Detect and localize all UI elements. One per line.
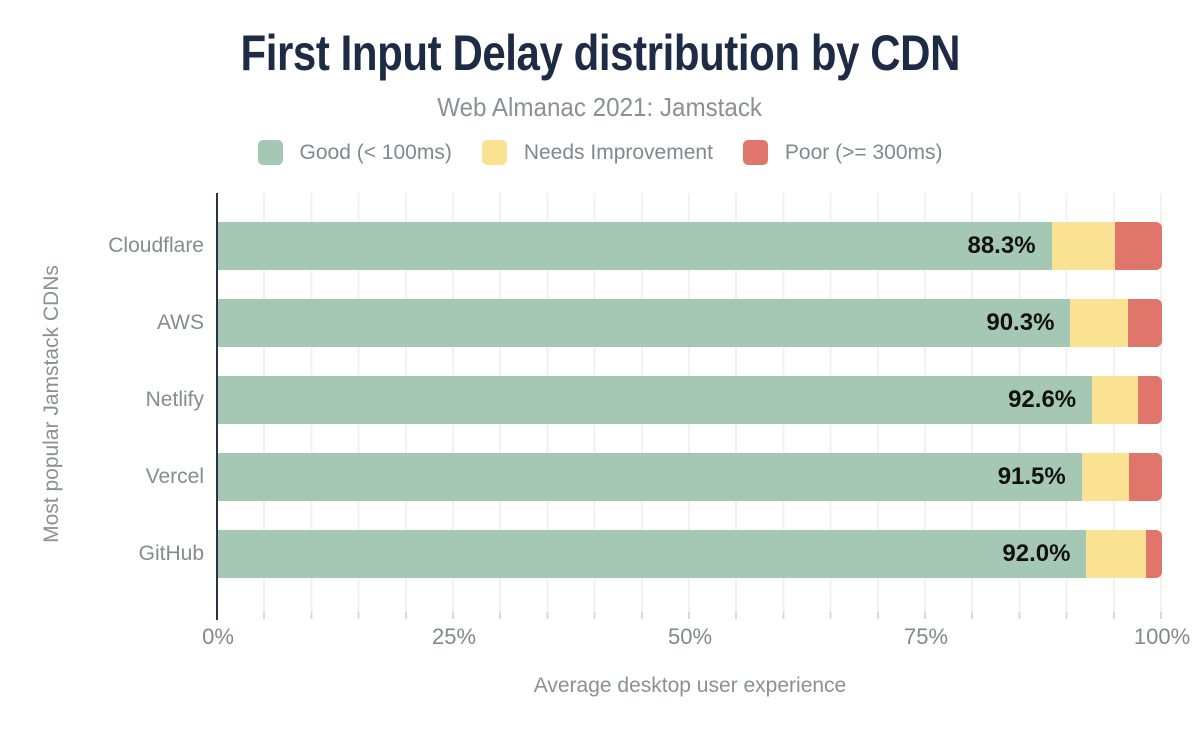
chart-subtitle: Web Almanac 2021: Jamstack [0, 92, 1200, 123]
x-tick-label: 75% [903, 624, 949, 649]
y-axis-title: Most popular Jamstack CDNs [40, 265, 63, 543]
bar-segment-needs-improvement[interactable] [1051, 221, 1115, 270]
legend-item: Poor (>= 300ms) [742, 140, 943, 165]
bar-value-label: 90.3% [986, 308, 1055, 336]
bar-value-label: 92.6% [1008, 385, 1077, 413]
bar-row: AWS 90.3% [157, 284, 1162, 361]
category-label: Netlify [145, 387, 204, 411]
bar-value-label: 92.0% [1002, 539, 1071, 567]
legend-item: Good (< 100ms) [257, 140, 452, 165]
bar-segment-good[interactable]: 90.3% [218, 298, 1071, 347]
x-tick-label: 100% [1133, 624, 1191, 649]
category-label: AWS [156, 310, 204, 334]
bar-row: GitHub 92.0% [139, 515, 1162, 592]
bar-segment-poor[interactable] [1114, 221, 1162, 270]
bar-segment-poor[interactable] [1128, 298, 1162, 347]
plot-area: Cloudflare 88.3% AWS 90.3% Netlify 92.6% [108, 193, 1190, 697]
bar-row: Vercel 91.5% [146, 438, 1162, 515]
bar-row: Cloudflare 88.3% [108, 207, 1162, 284]
legend-swatch-icon [742, 140, 768, 165]
bar-segment-needs-improvement[interactable] [1092, 375, 1139, 424]
category-label: Vercel [145, 464, 204, 488]
bar-segment-good[interactable]: 91.5% [218, 452, 1082, 501]
legend-item-label: Needs Improvement [523, 140, 713, 164]
legend-item: Needs Improvement [481, 140, 713, 165]
chart-title: First Input Delay distribution by CDN [0, 26, 1200, 81]
stacked-bar[interactable]: 88.3% [218, 221, 1162, 270]
x-tick-label: 25% [431, 624, 477, 649]
x-tick-label: 50% [667, 624, 713, 649]
legend-swatch-icon [481, 140, 507, 165]
bar-segment-poor[interactable] [1128, 452, 1162, 501]
x-axis-title: Average desktop user experience [533, 674, 847, 697]
bar-segment-needs-improvement[interactable] [1070, 298, 1128, 347]
legend-item-label: Poor (>= 300ms) [784, 140, 943, 164]
category-label: GitHub [138, 541, 204, 565]
x-tick-label: 0% [202, 624, 234, 649]
bar-segment-needs-improvement[interactable] [1081, 452, 1129, 501]
stacked-bar[interactable]: 92.6% [218, 375, 1162, 424]
stacked-bar[interactable]: 92.0% [218, 529, 1162, 578]
legend: Good (< 100ms) Needs Improvement Poor (>… [0, 140, 1200, 165]
stacked-bar[interactable]: 90.3% [218, 298, 1162, 347]
bar-value-label: 91.5% [997, 462, 1066, 490]
legend-item-label: Good (< 100ms) [299, 140, 452, 164]
bar-segment-needs-improvement[interactable] [1086, 529, 1146, 578]
bar-segment-good[interactable]: 92.6% [218, 375, 1093, 424]
legend-swatch-icon [257, 140, 283, 165]
chart-subtitle-text: Web Almanac 2021: Jamstack [437, 92, 763, 122]
bar-segment-good[interactable]: 92.0% [218, 529, 1087, 578]
category-label: Cloudflare [108, 233, 204, 257]
stacked-bar[interactable]: 91.5% [218, 452, 1162, 501]
bar-value-label: 88.3% [967, 231, 1036, 259]
bar-segment-poor[interactable] [1138, 375, 1162, 424]
bar-segment-poor[interactable] [1145, 529, 1162, 578]
chart-title-text: First Input Delay distribution by CDN [240, 25, 960, 81]
bar-segment-good[interactable]: 88.3% [218, 221, 1052, 270]
bar-row: Netlify 92.6% [146, 361, 1162, 438]
